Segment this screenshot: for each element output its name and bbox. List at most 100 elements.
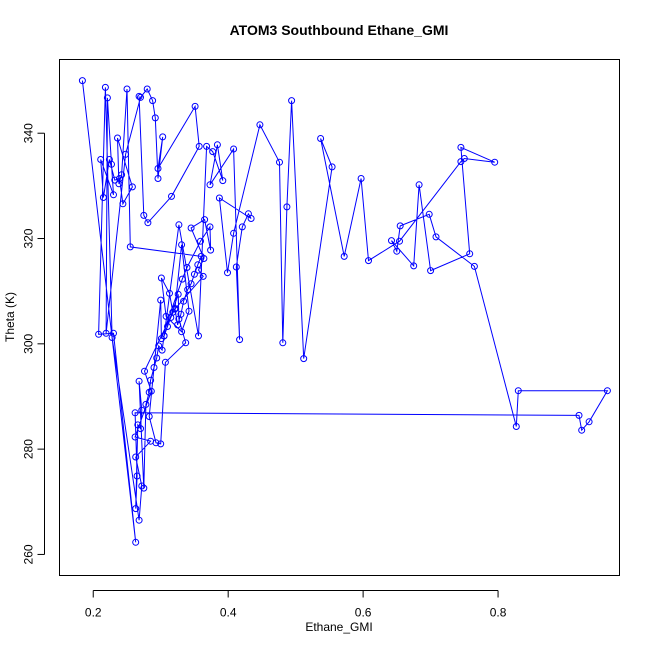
data-point [153,354,161,362]
data-point [78,77,86,85]
data-point [140,484,148,492]
data-point [190,270,198,278]
data-point [151,114,159,122]
data-point [159,133,167,141]
data-point [132,453,140,461]
data-point [230,229,238,237]
data-point [184,286,192,294]
data-point [457,143,465,151]
data-point [108,160,115,168]
data-point [182,339,190,347]
data-point [203,142,211,150]
data-point [213,141,221,149]
data-point [149,97,157,105]
data-point [114,134,121,142]
data-point [187,224,195,232]
data-point [177,310,185,318]
data-point [143,85,151,93]
data-point [178,275,186,283]
data-point [206,181,214,189]
data-point [168,192,175,200]
data-point [183,264,191,271]
data-point [103,94,111,102]
data-point [162,312,170,320]
data-point [340,252,348,260]
data-point [167,314,175,321]
y-tick-label: 300 [22,333,36,353]
data-point [160,332,168,340]
data-point [187,280,195,288]
x-tick-label: 0.8 [490,606,507,620]
data-point [357,175,365,182]
data-point [575,411,583,419]
data-point [393,247,401,255]
data-point [185,307,193,315]
data-point [388,237,395,245]
data-point [122,150,130,158]
data-point [491,158,499,166]
data-point [131,409,139,417]
data-point [276,158,283,166]
data-point [201,216,209,224]
data-point [219,177,227,185]
data-point [195,332,202,340]
x-tick-label: 0.6 [355,606,372,620]
data-point [131,433,139,441]
data-point [415,181,423,189]
data-point [224,269,231,277]
data-point [199,272,207,280]
data-point [460,155,468,162]
data-point [126,243,134,251]
data-point [195,142,203,150]
data-point [157,440,165,448]
data-point [108,334,116,341]
data-point [470,262,478,270]
data-point [164,323,171,330]
data-point [115,180,123,188]
data-point [215,194,223,202]
y-tick-label: 320 [22,228,36,248]
data-point [166,289,173,297]
data-point [135,516,143,524]
data-point [191,102,199,110]
data-point [141,367,148,375]
data-point [256,121,264,129]
data-point [236,336,244,344]
data-point [128,183,136,191]
y-tick-label: 280 [22,439,36,459]
data-point [195,266,202,274]
data-point [111,176,119,184]
data-point [158,346,166,354]
data-point [144,219,152,227]
data-point [137,93,144,101]
data-point [432,233,440,241]
data-point [514,387,522,395]
data-point [585,418,593,426]
data-point [145,413,153,420]
data-point [110,329,117,337]
data-point [279,339,287,347]
data-point [116,175,123,182]
data-point [288,97,296,105]
data-point [133,472,141,480]
data-point [317,135,325,142]
data-point [283,203,291,211]
data-point [396,237,403,245]
data-point [123,85,131,93]
data-point [230,145,238,153]
data-point [247,215,255,222]
data-point [171,305,179,312]
data-point [175,221,183,229]
data-point [132,538,140,546]
data-point [157,274,165,282]
data-point [161,358,169,366]
data-point [180,297,188,305]
data-point [365,257,372,265]
data-point [119,200,127,208]
x-tick-label: 0.4 [220,606,237,620]
data-point [110,191,117,199]
data-point [101,83,109,91]
y-axis: 260 280 300 320 340 [22,123,45,564]
data-point [95,330,103,338]
